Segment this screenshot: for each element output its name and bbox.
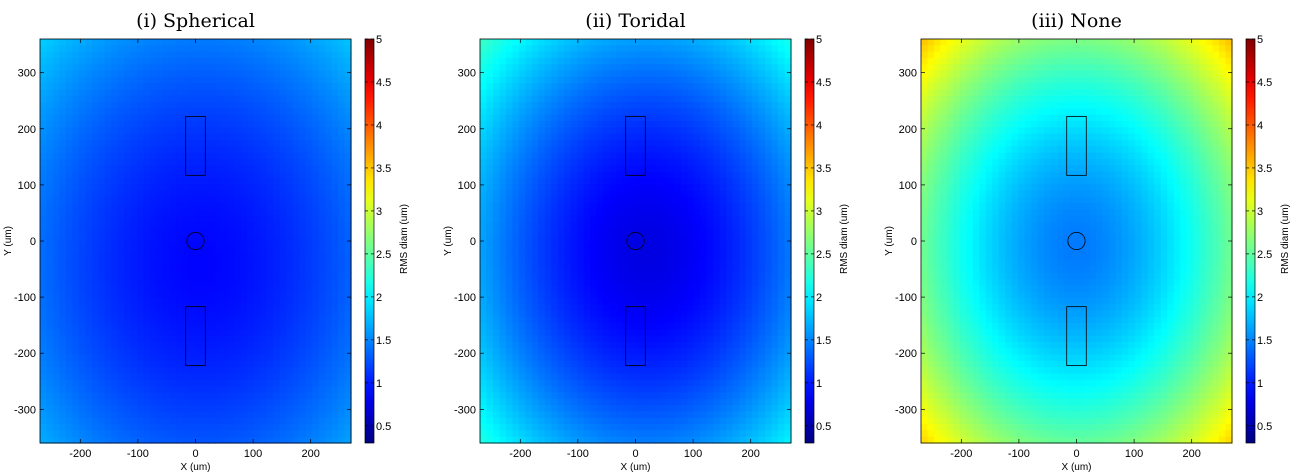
x-tick-label: 0 xyxy=(632,448,638,460)
y-tick-label: 200 xyxy=(18,124,36,136)
colorbar-tick-label: 0.5 xyxy=(816,421,831,433)
heatmap-field xyxy=(480,39,792,444)
x-tick-label: -100 xyxy=(1008,448,1030,460)
x-tick-label: -100 xyxy=(567,448,589,460)
colorbar-tick-label: 1 xyxy=(816,378,822,390)
x-tick-label: 100 xyxy=(684,448,702,460)
x-tick-label: -100 xyxy=(127,448,149,460)
colorbar-tick-label: 4.5 xyxy=(376,77,391,89)
y-tick-label: 0 xyxy=(470,236,476,248)
overlay-rectangle xyxy=(185,306,206,366)
x-tick-label: 200 xyxy=(742,448,760,460)
overlay-rectangle xyxy=(185,116,206,176)
x-tick-label: -200 xyxy=(69,448,91,460)
y-tick-label: -100 xyxy=(14,292,36,304)
panel-2: -200 -100 0 100 200 300 200 100 0 -100 -200 -300 (ii… xyxy=(443,10,850,472)
x-tick-label: 100 xyxy=(1125,448,1143,460)
x-tick-label: -200 xyxy=(509,448,531,460)
y-axis-label: Y (um) xyxy=(884,226,895,256)
y-tick-label: 100 xyxy=(899,180,917,192)
colorbar-tick-label: 1 xyxy=(376,378,382,390)
x-tick-label: -200 xyxy=(950,448,972,460)
heatmap-field xyxy=(921,39,1233,444)
colorbar-tick-label: 3.5 xyxy=(1257,163,1272,175)
colorbar-tick-label: 4 xyxy=(376,120,382,132)
colorbar-tick-label: 4.5 xyxy=(816,77,831,89)
x-tick-label: 0 xyxy=(192,448,198,460)
y-tick-label: -300 xyxy=(895,404,917,416)
overlay-rectangle xyxy=(1066,116,1087,176)
colorbar-tick-label: 4 xyxy=(816,120,822,132)
panel-1: -200 -100 0 100 200 300 200 100 0 -100 -200 -300 (i)… xyxy=(3,10,410,472)
x-axis-label: X (um) xyxy=(181,462,211,472)
colorbar-tick-label: 0.5 xyxy=(376,421,391,433)
colorbar xyxy=(364,38,375,444)
colorbar-tick-label: 3 xyxy=(1257,206,1263,218)
colorbar-tick-label: 4.5 xyxy=(1257,77,1272,89)
y-tick-label: -100 xyxy=(454,292,476,304)
x-tick-label: 0 xyxy=(1073,448,1079,460)
y-tick-label: -200 xyxy=(454,348,476,360)
colorbar-tick-label: 1.5 xyxy=(1257,335,1272,347)
chart-title: (i) Spherical xyxy=(136,10,255,32)
colorbar-tick-label: 2 xyxy=(1257,292,1263,304)
y-tick-label: 0 xyxy=(911,236,917,248)
colorbar-tick-label: 5 xyxy=(1257,34,1263,46)
y-tick-label: -100 xyxy=(895,292,917,304)
colorbar-tick-label: 2.5 xyxy=(1257,249,1272,261)
x-axis-label: X (um) xyxy=(1062,462,1092,472)
y-tick-label: -200 xyxy=(895,348,917,360)
colorbar-tick-label: 2.5 xyxy=(376,249,391,261)
colorbar-tick-label: 2 xyxy=(376,292,382,304)
chart-title: (iii) None xyxy=(1031,10,1122,32)
colorbar-tick-label: 1 xyxy=(1257,378,1263,390)
colorbar xyxy=(804,38,815,444)
overlay-circle xyxy=(626,231,645,251)
y-tick-label: 200 xyxy=(458,124,476,136)
heatmap-field xyxy=(40,39,352,444)
colorbar-label: RMS diam (um) xyxy=(399,204,410,274)
y-tick-label: 300 xyxy=(18,68,36,80)
colorbar-tick-label: 4 xyxy=(1257,120,1263,132)
overlay-circle xyxy=(186,231,205,251)
colorbar-tick-label: 3 xyxy=(376,206,382,218)
y-tick-label: 300 xyxy=(458,68,476,80)
y-tick-label: -200 xyxy=(14,348,36,360)
colorbar-tick-label: 5 xyxy=(376,34,382,46)
y-tick-label: 100 xyxy=(18,180,36,192)
y-tick-label: 200 xyxy=(899,124,917,136)
colorbar-tick-label: 3 xyxy=(816,206,822,218)
chart-title: (ii) Toridal xyxy=(585,10,685,32)
colorbar-label: RMS diam (um) xyxy=(839,204,850,274)
colorbar-tick-label: 0.5 xyxy=(1257,421,1272,433)
y-tick-label: -300 xyxy=(454,404,476,416)
colorbar-tick-label: 3.5 xyxy=(816,163,831,175)
colorbar-tick-label: 1.5 xyxy=(816,335,831,347)
y-tick-label: 300 xyxy=(899,68,917,80)
y-tick-label: -300 xyxy=(14,404,36,416)
colorbar-label: RMS diam (um) xyxy=(1280,204,1291,274)
colorbar-tick-label: 5 xyxy=(816,34,822,46)
colorbar-tick-label: 2 xyxy=(816,292,822,304)
overlay-rectangle xyxy=(625,306,646,366)
colorbar xyxy=(1245,38,1256,444)
x-tick-label: 200 xyxy=(302,448,320,460)
x-tick-label: 200 xyxy=(1183,448,1201,460)
y-axis-label: Y (um) xyxy=(3,226,14,256)
colorbar-tick-label: 2.5 xyxy=(816,249,831,261)
overlay-rectangle xyxy=(625,116,646,176)
overlay-circle xyxy=(1067,231,1086,251)
colorbar-tick-label: 3.5 xyxy=(376,163,391,175)
y-tick-label: 100 xyxy=(458,180,476,192)
x-axis-label: X (um) xyxy=(621,462,651,472)
colorbar-tick-label: 1.5 xyxy=(376,335,391,347)
panel-3: -200 -100 0 100 200 300 200 100 0 -100 -200 -300 (ii… xyxy=(884,10,1291,472)
overlay-rectangle xyxy=(1066,306,1087,366)
y-axis-label: Y (um) xyxy=(443,226,454,256)
x-tick-label: 100 xyxy=(244,448,262,460)
y-tick-label: 0 xyxy=(30,236,36,248)
